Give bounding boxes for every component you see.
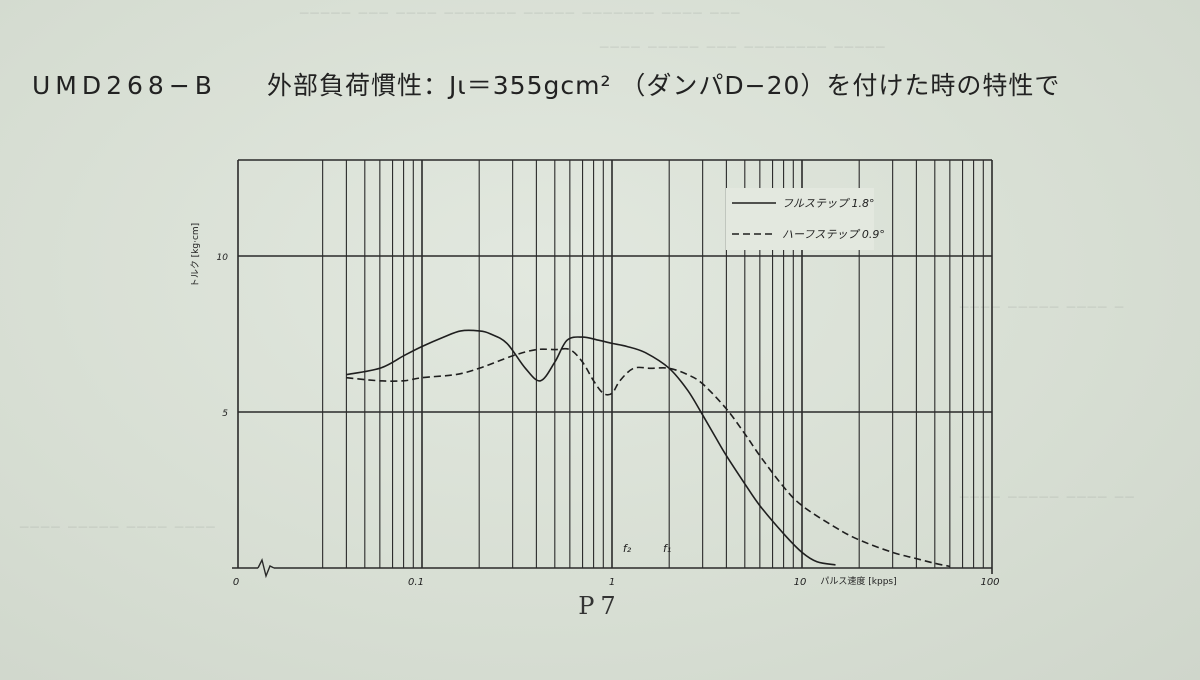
series-line-2 xyxy=(346,347,950,568)
y-tick-label: 10 xyxy=(217,253,229,263)
chart-grid xyxy=(238,160,993,574)
annotation-label: f₂ xyxy=(623,542,632,555)
page-header: UMD268−B 外部負荷慣性：Jι＝355gcm² （ダンパD−20）を付けた時… xyxy=(32,66,1060,102)
bleed-through-text: ──── ───── ──── ─ xyxy=(960,300,1126,316)
x-axis-label: パルス速度 [kpps] xyxy=(820,575,896,587)
bleed-through-text: ───── ─── ──── ─────── ───── ─────── ───… xyxy=(300,6,742,22)
bleed-through-text: ──── ───── ─── ──────── ───── xyxy=(600,40,887,56)
axis-break-mark xyxy=(257,557,275,579)
chart-axes xyxy=(232,159,992,579)
x-tick-label: 0 xyxy=(233,577,239,588)
chart-legend: フルステップ 1.8° ハーフステップ 0.9° xyxy=(726,188,885,250)
bleed-through-text: ──── ───── ──── ──── xyxy=(20,520,217,536)
page-number: P7 xyxy=(578,592,622,620)
y-tick-label: 5 xyxy=(222,409,228,419)
legend-box xyxy=(726,188,874,250)
x-tick-label: 1 xyxy=(609,577,615,588)
bleed-through-text: ──── ───── ──── ── xyxy=(960,490,1136,506)
x-tick-label: 100 xyxy=(980,577,999,588)
chart-labels: 0 0.1 1 10 100 5 10 パルス速度 [kpps] トルク [kg·cm] f₂ f₁ xyxy=(190,223,1000,588)
series-line-1 xyxy=(346,329,836,566)
x-tick-label: 0.1 xyxy=(408,577,424,588)
y-axis-label: トルク [kg·cm] xyxy=(190,223,201,287)
annotation-label: f₁ xyxy=(663,542,671,555)
x-tick-label: 10 xyxy=(794,577,807,588)
header-spec: 外部負荷慣性：Jι＝355gcm² （ダンパD−20）を付けた時の特性で xyxy=(266,71,1061,100)
legend-label-1: フルステップ 1.8° xyxy=(782,197,875,210)
chart-series xyxy=(346,329,950,568)
legend-label-2: ハーフステップ 0.9° xyxy=(782,228,885,241)
model-number: UMD268−B xyxy=(32,71,217,100)
